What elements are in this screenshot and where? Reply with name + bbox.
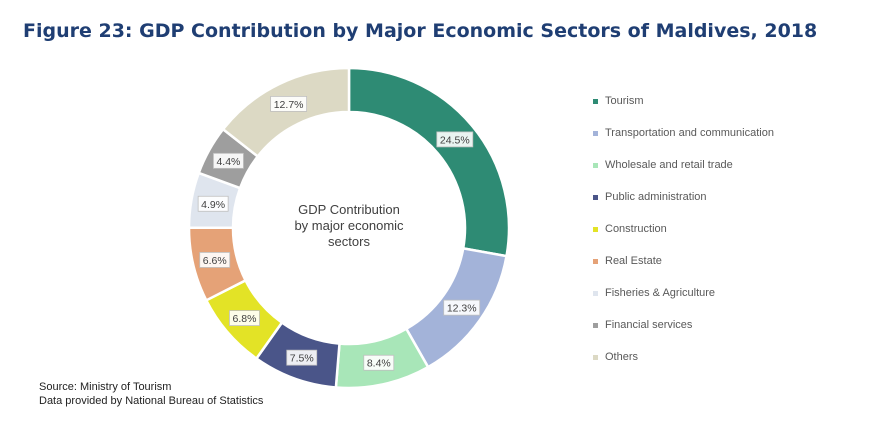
source-note: Source: Ministry of Tourism Data provide… bbox=[39, 380, 263, 408]
data-label-box bbox=[363, 354, 395, 371]
data-label-box bbox=[436, 131, 474, 148]
data-label-construction: 6.8% bbox=[229, 310, 260, 327]
data-label-financial-services: 4.4% bbox=[213, 152, 244, 169]
data-label-text: 7.5% bbox=[290, 353, 314, 365]
data-label-text: 12.7% bbox=[274, 99, 304, 111]
legend-swatch bbox=[593, 195, 598, 200]
legend-label: Others bbox=[605, 351, 639, 363]
data-label-box bbox=[213, 152, 244, 169]
legend-item-construction: Construction bbox=[593, 222, 774, 254]
data-label-transportation-and-communication: 12.3% bbox=[443, 299, 481, 316]
legend-item-others: Others bbox=[593, 350, 774, 382]
data-label-text: 4.9% bbox=[201, 199, 225, 211]
data-label-tourism: 24.5% bbox=[436, 131, 474, 148]
center-label-line-3: sectors bbox=[328, 234, 370, 249]
data-label-box bbox=[443, 299, 481, 316]
legend-item-financial-services: Financial services bbox=[593, 318, 774, 350]
data-label-text: 6.6% bbox=[203, 255, 227, 267]
legend-label: Financial services bbox=[605, 319, 693, 331]
legend-swatch bbox=[593, 99, 598, 104]
data-labels: 24.5% 12.3% 8.4% 7.5% 6.8% 6.6% 4.9% 4.4% 12.7% bbox=[197, 96, 481, 371]
legend-item-wholesale: Wholesale and retail trade bbox=[593, 158, 774, 190]
source-line: Source: Ministry of Tourism bbox=[39, 381, 172, 393]
legend-label: Public administration bbox=[605, 191, 707, 203]
legend-swatch bbox=[593, 131, 598, 136]
legend-item-transportation: Transportation and communication bbox=[593, 126, 774, 158]
data-label-real-estate: 6.6% bbox=[199, 252, 231, 268]
legend-label: Construction bbox=[605, 223, 667, 235]
center-label-line-2: by major economic bbox=[294, 218, 404, 233]
data-label-text: 8.4% bbox=[367, 358, 391, 370]
legend-label: Real Estate bbox=[605, 255, 662, 267]
legend-swatch bbox=[593, 291, 598, 296]
legend-label: Tourism bbox=[605, 95, 644, 107]
legend-item-fisheries: Fisheries & Agriculture bbox=[593, 286, 774, 318]
data-label-box bbox=[199, 252, 231, 268]
legend-label: Wholesale and retail trade bbox=[605, 159, 733, 171]
data-label-fisheries-agriculture: 4.9% bbox=[197, 195, 229, 212]
data-label-text: 12.3% bbox=[447, 303, 477, 315]
data-label-public-administration: 7.5% bbox=[286, 349, 318, 366]
donut-center-label: GDP Contribution by major economic secto… bbox=[269, 202, 429, 250]
legend-item-real-estate: Real Estate bbox=[593, 254, 774, 286]
legend-item-tourism: Tourism bbox=[593, 94, 774, 126]
data-provider-line: Data provided by National Bureau of Stat… bbox=[39, 395, 264, 407]
data-label-box bbox=[229, 310, 260, 327]
chart-legend: Tourism Transportation and communication… bbox=[593, 94, 774, 382]
figure-title: Figure 23: GDP Contribution by Major Eco… bbox=[23, 20, 818, 42]
slice-others bbox=[221, 66, 351, 159]
data-label-text: 24.5% bbox=[440, 134, 470, 146]
legend-swatch bbox=[593, 227, 598, 232]
data-label-box bbox=[197, 195, 229, 212]
legend-swatch bbox=[593, 163, 598, 168]
data-label-wholesale-and-retail-trade: 8.4% bbox=[363, 354, 395, 371]
legend-swatch bbox=[593, 355, 598, 360]
data-label-text: 6.8% bbox=[233, 313, 257, 325]
data-label-box bbox=[286, 349, 318, 366]
data-label-box bbox=[270, 96, 308, 112]
legend-swatch bbox=[593, 323, 598, 328]
legend-label: Transportation and communication bbox=[605, 127, 774, 139]
legend-item-public-administration: Public administration bbox=[593, 190, 774, 222]
center-label-line-1: GDP Contribution bbox=[298, 202, 400, 217]
legend-label: Fisheries & Agriculture bbox=[605, 287, 716, 299]
legend-swatch bbox=[593, 259, 598, 264]
data-label-others: 12.7% bbox=[270, 96, 308, 112]
data-label-text: 4.4% bbox=[216, 156, 240, 168]
